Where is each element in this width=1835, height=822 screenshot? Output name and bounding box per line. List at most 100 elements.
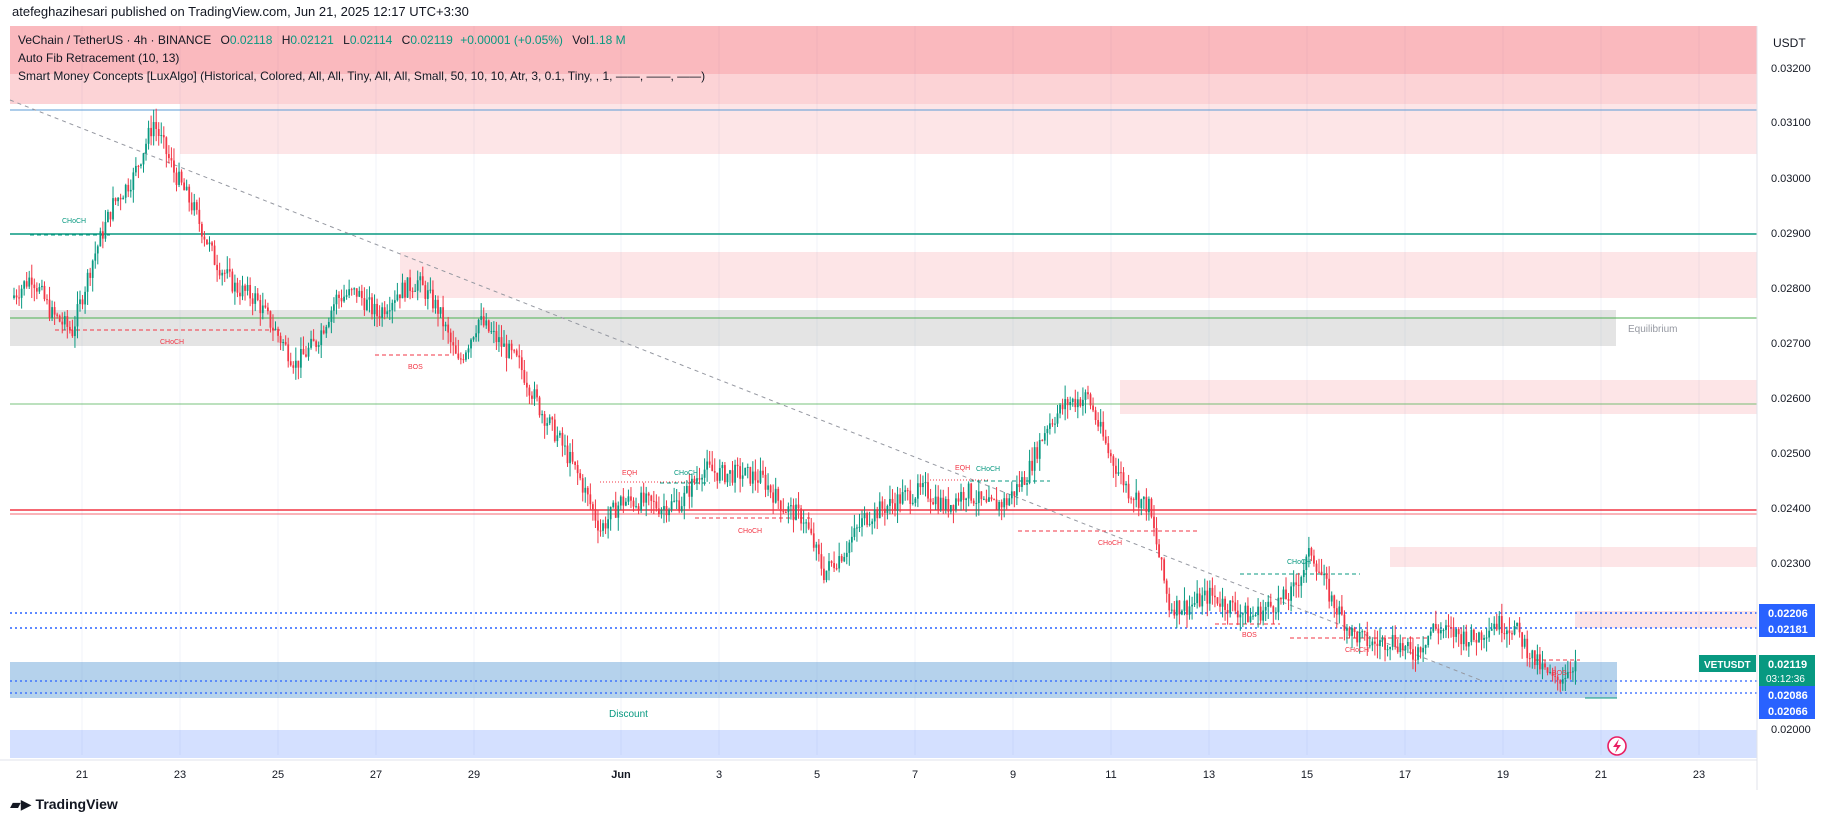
symbol-legend[interactable]: VeChain / TetherUS · 4h · BINANCE O0.021… bbox=[18, 33, 626, 47]
candle-body bbox=[107, 211, 109, 223]
candle-body bbox=[297, 360, 300, 368]
candle-body bbox=[1112, 456, 1115, 466]
candle-body bbox=[1452, 627, 1455, 637]
candle-body bbox=[1087, 392, 1089, 395]
candle-body bbox=[744, 467, 747, 476]
candle-body bbox=[1434, 623, 1437, 629]
x-tick: 23 bbox=[174, 769, 186, 781]
y-tick: 0.02500 bbox=[1771, 448, 1811, 460]
flash-icon[interactable] bbox=[1607, 736, 1627, 756]
candle-body bbox=[1188, 606, 1191, 615]
candle-body bbox=[617, 505, 620, 518]
supply-zone-4 bbox=[1390, 547, 1757, 567]
candle-body bbox=[1511, 633, 1513, 635]
candle-body bbox=[406, 277, 409, 298]
candle-body bbox=[759, 470, 762, 483]
candle-body bbox=[381, 307, 384, 319]
bos-label: BOS bbox=[1242, 632, 1257, 639]
candle-body bbox=[1241, 613, 1244, 615]
candle-body bbox=[1386, 649, 1389, 651]
candle-body bbox=[178, 171, 180, 185]
indicator-smc[interactable]: Smart Money Concepts [LuxAlgo] (Historic… bbox=[18, 69, 706, 83]
candle-body bbox=[480, 316, 483, 320]
candle-body bbox=[63, 316, 66, 325]
currency-label[interactable]: USDT bbox=[1773, 36, 1806, 50]
candle-body bbox=[830, 561, 833, 564]
candle-body bbox=[873, 509, 876, 522]
candle-body bbox=[1412, 649, 1414, 660]
candle-body bbox=[28, 277, 31, 287]
candle-body bbox=[536, 389, 538, 398]
last-price: 0.02119 bbox=[1768, 659, 1807, 671]
candle-body bbox=[1191, 604, 1193, 607]
candle-body bbox=[500, 337, 503, 347]
candle-body bbox=[327, 321, 330, 327]
candle-body bbox=[701, 477, 703, 480]
candle-body bbox=[393, 300, 396, 303]
candle-body bbox=[150, 127, 152, 137]
eqh-label: EQH bbox=[955, 465, 970, 472]
candle-body bbox=[1480, 632, 1483, 640]
candle-body bbox=[556, 435, 559, 442]
candle-body bbox=[716, 472, 719, 481]
candle-body bbox=[68, 326, 71, 330]
candle-body bbox=[165, 137, 168, 155]
x-tick: 15 bbox=[1301, 769, 1313, 781]
candle-body bbox=[1033, 447, 1036, 471]
candle-body bbox=[1229, 600, 1232, 614]
candle-body bbox=[175, 172, 178, 185]
candle-body bbox=[1267, 601, 1270, 607]
candle-body bbox=[632, 500, 635, 507]
candle-body bbox=[101, 231, 104, 239]
y-tick: 0.02900 bbox=[1771, 228, 1811, 240]
candle-body bbox=[1516, 622, 1518, 627]
candle-body bbox=[693, 478, 696, 482]
candle-body bbox=[784, 511, 787, 513]
bos-label: BOS bbox=[1552, 670, 1567, 677]
high-value: 0.02121 bbox=[290, 33, 334, 47]
candle-body bbox=[1559, 680, 1562, 684]
candle-body bbox=[619, 496, 622, 506]
candle-body bbox=[937, 496, 940, 510]
discount-zone bbox=[10, 662, 1617, 698]
candle-body bbox=[1066, 399, 1069, 406]
candle-body bbox=[1203, 590, 1206, 596]
y-tick: 0.02600 bbox=[1771, 393, 1811, 405]
candle-body bbox=[1244, 605, 1247, 614]
candle-body bbox=[1521, 632, 1524, 647]
candle-body bbox=[1272, 606, 1275, 613]
symbol-name[interactable]: VeChain / TetherUS · 4h · BINANCE bbox=[18, 33, 212, 47]
candle-body bbox=[754, 471, 757, 481]
candle-body bbox=[1498, 616, 1501, 630]
candle-body bbox=[1221, 598, 1224, 607]
low-label: L bbox=[343, 33, 350, 47]
candle-body bbox=[15, 295, 18, 298]
candle-body bbox=[1457, 629, 1460, 635]
x-tick: 27 bbox=[370, 769, 382, 781]
candle-body bbox=[561, 432, 564, 446]
candle-body bbox=[234, 282, 236, 292]
candle-body bbox=[119, 197, 122, 200]
candle-body bbox=[927, 482, 929, 499]
candle-body bbox=[558, 432, 561, 436]
candle-body bbox=[112, 198, 114, 220]
candle-body bbox=[414, 290, 417, 292]
candle-body bbox=[1338, 606, 1341, 615]
candle-body bbox=[1467, 642, 1470, 647]
candle-body bbox=[300, 348, 302, 368]
candle-body bbox=[244, 285, 246, 291]
candle-body bbox=[1320, 571, 1323, 576]
indicator-fib[interactable]: Auto Fib Retracement (10, 13) bbox=[18, 51, 180, 65]
candle-body bbox=[1513, 626, 1516, 635]
candle-body bbox=[46, 299, 48, 301]
candlesticks bbox=[13, 108, 1577, 693]
last-price-tag-bg bbox=[1759, 655, 1815, 687]
candle-body bbox=[1335, 608, 1338, 615]
candle-body bbox=[762, 470, 764, 475]
discount-zone-lower bbox=[10, 730, 1757, 758]
candle-body bbox=[208, 242, 211, 245]
candle-body bbox=[828, 561, 830, 571]
candle-body bbox=[1082, 399, 1084, 407]
candle-body bbox=[338, 294, 340, 298]
